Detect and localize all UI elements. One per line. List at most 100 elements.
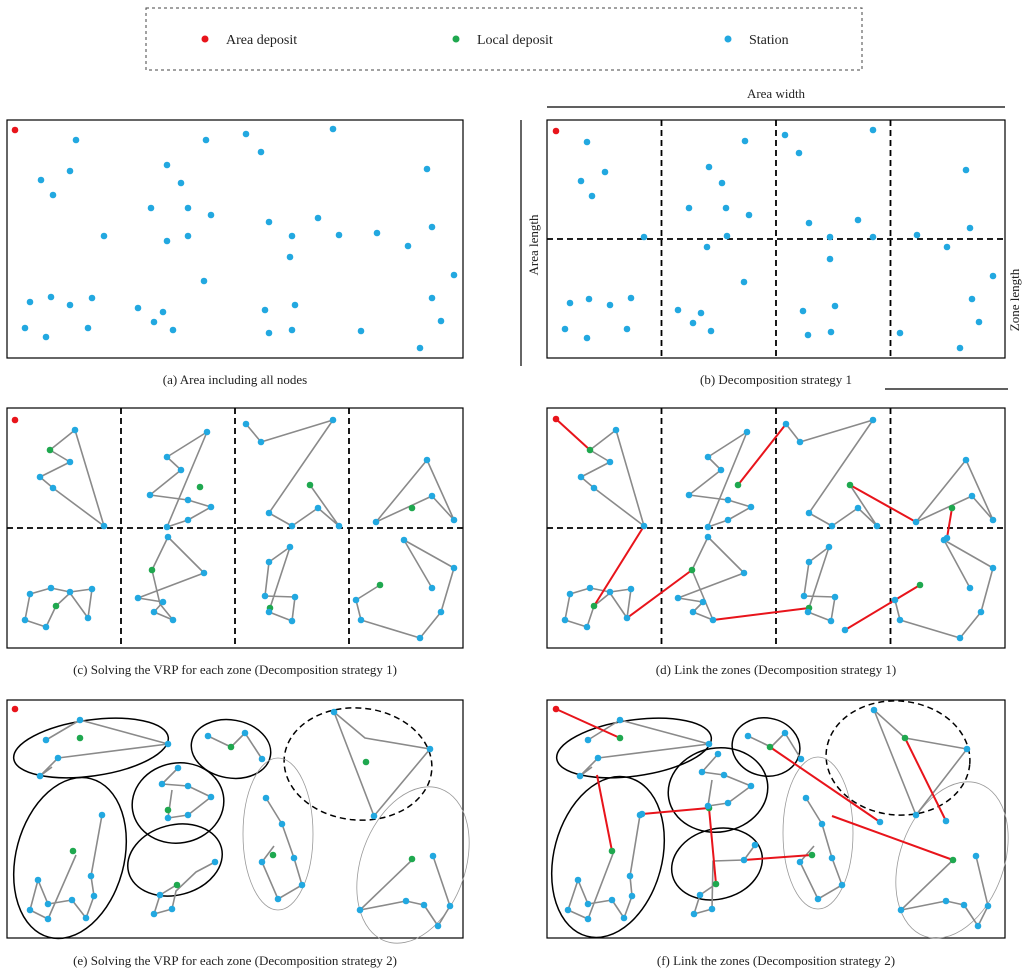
station-node [169,326,177,334]
station-node [42,736,50,744]
zone-link [708,807,717,885]
station-node [356,906,364,914]
station-node [606,301,614,309]
nodes [11,416,458,642]
vehicle-route [261,797,303,900]
station-node [329,125,337,133]
station-node [897,906,905,914]
station-node [628,892,636,900]
station-node [428,584,436,592]
station-node [428,223,436,231]
station-node [876,818,884,826]
station-node [450,516,458,524]
station-node [177,466,185,474]
station-node [685,204,693,212]
station-node [184,204,192,212]
vehicle-route [873,709,968,816]
station-node [585,295,593,303]
station-node [257,148,265,156]
zone-link [849,484,917,523]
cluster-ellipse [555,717,713,779]
station-node [87,872,95,880]
station-node [805,558,813,566]
station-node [962,456,970,464]
station-node [685,491,693,499]
station-node [620,914,628,922]
station-node [800,592,808,600]
station-node [827,328,835,336]
station-node [703,243,711,251]
station-node [211,858,219,866]
station-node [47,584,55,592]
station-node [298,881,306,889]
station-node [989,564,997,572]
cluster-ellipse [550,775,666,939]
station-node [720,771,728,779]
station-node [288,326,296,334]
vehicle-route [24,587,93,628]
station-node [357,327,365,335]
nodes [11,125,458,352]
zone-grid [547,120,1005,358]
station-node [828,522,836,530]
station-node [88,294,96,302]
vehicle-route [153,861,216,915]
local-deposit-node [949,856,957,864]
station-node [146,491,154,499]
station-node [288,232,296,240]
vehicle-route [915,459,994,523]
station-node [781,729,789,737]
station-node [854,216,862,224]
station-node [805,219,813,227]
zone-link [626,569,693,619]
station-node [207,793,215,801]
station-node [705,740,713,748]
station-node [66,588,74,596]
legend-local-deposit-marker [452,35,460,43]
station-node [49,191,57,199]
station-node [203,428,211,436]
area-deposit-node [11,126,19,134]
station-node [913,231,921,239]
station-node [437,317,445,325]
legend-station-marker [724,35,732,43]
station-node [207,211,215,219]
station-node [84,324,92,332]
station-node [163,453,171,461]
station-node [329,416,337,424]
station-node [689,319,697,327]
station-node [989,272,997,280]
station-node [257,438,265,446]
station-node [428,492,436,500]
station-node [207,503,215,511]
zone-link [831,815,954,861]
station-node [942,817,950,825]
station-node [370,812,378,820]
station-node [21,616,29,624]
vehicle-route [355,539,455,639]
station-node [204,732,212,740]
caption-b: (b) Decomposition strategy 1 [700,372,852,387]
station-node [265,558,273,566]
station-node [804,608,812,616]
nodes [552,705,992,930]
station-node [825,543,833,551]
legend: Area deposit Local deposit Station [145,7,863,71]
vehicle-route [799,797,843,900]
station-node [286,253,294,261]
local-deposit-node [376,581,384,589]
local-deposit-node [69,847,77,855]
station-node [134,594,142,602]
zone-link [596,774,613,852]
local-deposit-node [227,743,235,751]
station-node [314,504,322,512]
station-node [640,233,648,241]
station-node [804,331,812,339]
panel-c-vrp-zones [6,407,464,649]
station-node [42,333,50,341]
station-node [404,242,412,250]
vehicle-route [580,429,645,527]
station-node [158,780,166,788]
zone-length-label: Zone length [1007,268,1022,331]
station-node [164,740,172,748]
